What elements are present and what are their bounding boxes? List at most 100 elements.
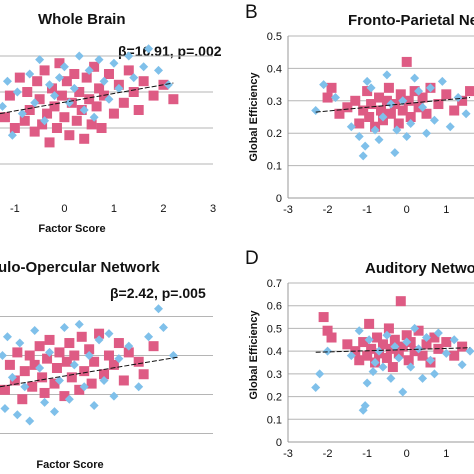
data-point-square [51,123,62,133]
data-point-square [449,105,460,116]
data-point-square [385,108,396,119]
data-point-diamond [437,76,447,86]
data-point-square [366,99,377,110]
data-point-square [381,352,392,363]
data-point-diamond [422,128,432,138]
data-point-square [397,341,408,352]
data-point-square [34,341,45,352]
data-point-square [362,86,373,97]
data-point-diamond [441,348,451,358]
x-tick-label: -2 [323,448,333,460]
data-point-square [457,341,468,352]
data-point-square [401,56,412,67]
y-tick-label: 0.4 [267,63,282,75]
data-point-square [37,372,48,383]
data-point-diamond [378,112,388,122]
data-point-square [118,97,129,108]
data-point-diamond [158,322,168,332]
data-point-diamond [84,351,94,361]
data-point-square [433,99,444,110]
data-point-square [429,332,440,343]
data-point-diamond [94,335,104,345]
data-point-square [364,318,375,329]
data-point-diamond [319,80,329,90]
data-point-square [395,89,406,100]
data-point-diamond [20,382,30,392]
data-point-diamond [360,401,370,411]
data-point-square [148,341,159,352]
plot-area: -1 0 1 2 3 [0,44,216,215]
data-point-diamond [40,116,50,126]
panel-whole-brain: Whole Brain β=16.91, p=.002 -1 0 1 2 3 Facto… [0,11,222,235]
data-point-square [29,359,40,370]
data-point-square [358,105,369,116]
data-point-square [79,133,90,144]
data-point-square [49,101,60,112]
data-point-square [27,381,38,392]
data-point-square [86,378,97,389]
stats-annotation: β=16.91, p=.002 [118,43,222,59]
data-point-square [54,347,65,358]
trendline [0,356,179,388]
data-point-square [51,363,62,373]
data-point-diamond [392,125,402,135]
data-point-diamond [7,372,17,382]
data-point-square [322,325,333,336]
panel-title: Auditory Netwo [365,260,474,277]
data-point-diamond [0,351,7,361]
x-tick-label: -1 [10,203,20,215]
data-point-diamond [109,58,119,68]
data-point-diamond [124,341,134,351]
data-point-square [403,95,414,106]
data-point-square [4,90,15,101]
data-point-square [94,328,105,339]
data-point-square [9,375,20,386]
data-point-square [24,105,35,115]
data-point-square [362,350,373,361]
data-point-diamond [354,326,364,336]
data-point-square [17,394,28,405]
data-point-diamond [30,326,40,336]
data-point-square [96,123,107,133]
data-point-square [138,76,149,87]
data-point-square [405,112,416,122]
data-point-square [64,130,75,141]
data-point-square [69,350,80,361]
data-point-diamond [64,394,74,404]
x-tick-label: 1 [111,203,117,215]
data-point-square [449,350,460,361]
data-point-square [358,337,369,348]
data-point-diamond [74,51,84,61]
data-point-square [108,108,119,119]
data-point-diamond [35,363,45,373]
x-axis-label: Factor Score [36,459,103,471]
data-point-diamond [402,131,412,141]
data-point-diamond [346,122,356,132]
data-point-diamond [139,62,149,72]
y-tick-label: 0.5 [267,323,282,335]
data-point-diamond [59,322,69,332]
data-point-square [326,82,337,93]
data-point-diamond [99,76,109,86]
data-point-square [56,90,67,101]
data-point-square [59,112,70,123]
data-point-square [12,347,23,358]
panel-fronto-parietal: B Fronto-Parietal Network Global Efficie… [245,2,474,216]
data-point-diamond [410,323,420,333]
data-point-diamond [406,118,416,128]
data-point-square [74,87,85,97]
data-point-diamond [402,337,412,347]
data-point-square [409,346,420,357]
data-point-square [47,83,58,94]
data-point-square [4,359,15,370]
data-point-diamond [104,329,114,339]
data-point-square [86,119,97,130]
data-point-square [118,375,129,386]
data-point-diamond [2,76,12,86]
data-point-square [103,69,114,79]
x-tick-label: 0 [61,203,67,215]
panel-auditory: D Auditory Netwo Global Efficiency 00.10… [245,248,474,460]
data-point-square [103,350,114,361]
data-point-square [37,119,48,130]
data-point-square [19,115,30,126]
